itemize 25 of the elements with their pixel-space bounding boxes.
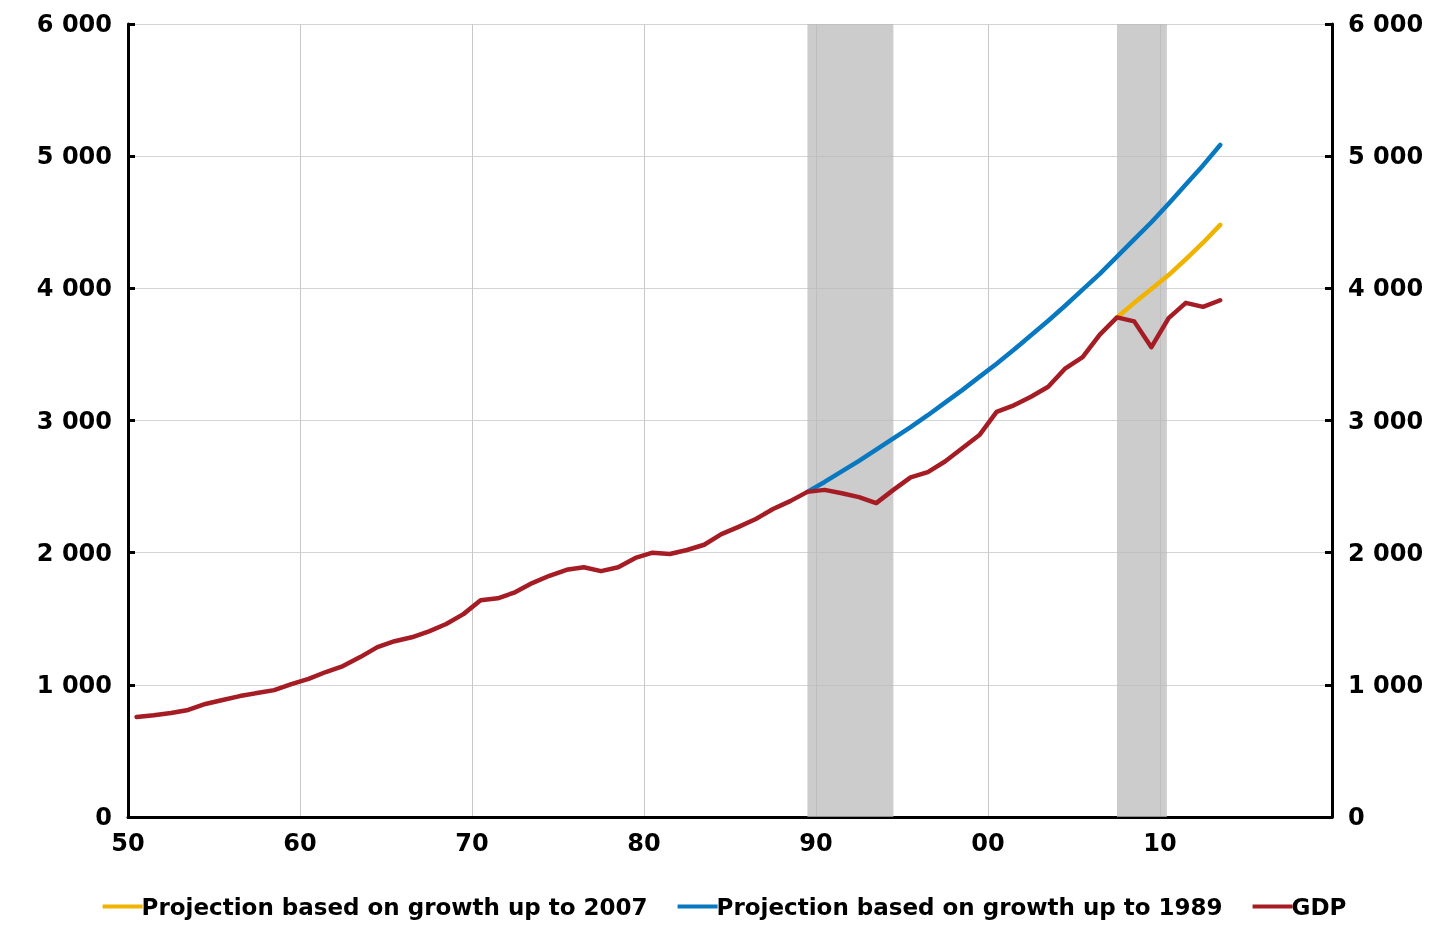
x-tick-label: 80 — [627, 829, 661, 857]
y-tick-label: 6 000 — [36, 10, 112, 38]
y2-tick-label: 3 000 — [1348, 406, 1424, 435]
y-tick-label: 5 000 — [36, 142, 112, 171]
y2-tick-label: 0 — [1348, 803, 1365, 831]
y2-tick-label: 2 000 — [1348, 538, 1424, 567]
x-tick-label: 00 — [971, 829, 1005, 857]
legend-label: Projection based on growth up to 2007 — [141, 893, 648, 920]
y2-tick-label: 5 000 — [1348, 142, 1424, 171]
y-tick-label: 3 000 — [36, 406, 112, 435]
x-tick-label: 10 — [1143, 829, 1177, 857]
x-tick-label: 70 — [455, 829, 489, 857]
y2-tick-label: 4 000 — [1348, 274, 1424, 303]
y-tick-label: 0 — [95, 803, 112, 831]
x-tick-label: 90 — [799, 829, 833, 857]
y-tick-label: 2 000 — [36, 538, 112, 567]
x-tick-label: 60 — [283, 829, 317, 857]
legend-label: GDP — [1291, 893, 1347, 920]
y2-tick-label: 6 000 — [1348, 10, 1424, 38]
legend-label: Projection based on growth up to 1989 — [716, 893, 1223, 920]
y-tick-label: 1 000 — [36, 670, 112, 699]
y-tick-label: 4 000 — [36, 274, 112, 303]
line-series — [134, 297, 1223, 720]
y2-tick-label: 1 000 — [1348, 670, 1424, 699]
x-tick-label: 50 — [111, 829, 145, 857]
